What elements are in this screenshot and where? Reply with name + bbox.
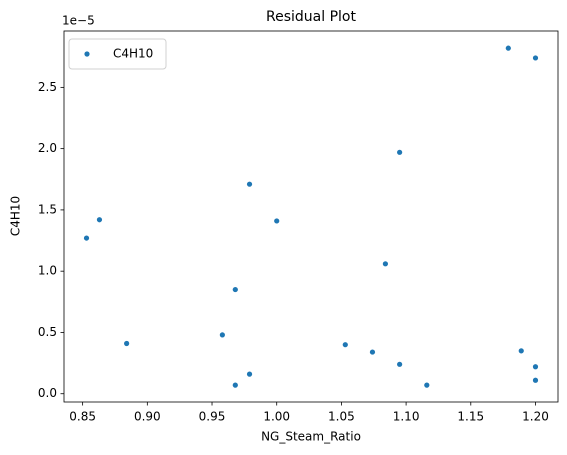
y-offset-label: 1e−5	[62, 14, 95, 28]
x-tick-label: 1.00	[263, 410, 290, 424]
x-tick-label: 1.20	[522, 410, 549, 424]
x-tick-label: 0.95	[199, 410, 226, 424]
scatter-point	[96, 217, 103, 223]
scatter-point	[369, 349, 376, 355]
scatter-point	[518, 348, 524, 354]
chart-title: Residual Plot	[266, 9, 356, 25]
x-tick-label: 1.15	[457, 410, 484, 424]
x-tick-label: 1.10	[393, 410, 420, 424]
scatter-point	[505, 45, 511, 51]
legend-marker	[84, 51, 90, 57]
scatter-point	[397, 361, 403, 367]
x-tick-label: 0.85	[69, 410, 96, 424]
legend-box	[68, 38, 167, 70]
y-axis-label: C4H10	[9, 196, 23, 236]
scatter-point	[232, 286, 238, 293]
scatter-point	[232, 382, 238, 388]
y-tick-label: 1.5	[38, 202, 57, 216]
scatter-point	[342, 342, 348, 348]
scatter-point	[532, 377, 539, 383]
scatter-point	[274, 218, 280, 224]
scatter-point	[246, 181, 253, 187]
y-tick-label: 2.5	[38, 80, 57, 94]
x-tick-label: 0.90	[134, 410, 161, 424]
x-axis-label: NG_Steam_Ratio	[261, 430, 361, 444]
scatter-point	[246, 371, 253, 377]
x-tick-label: 1.05	[328, 410, 355, 424]
scatter-point	[382, 261, 388, 267]
scatter-point	[532, 55, 539, 61]
plot-frame	[63, 30, 559, 403]
scatter-point	[219, 332, 225, 338]
scatter-point	[397, 149, 403, 155]
scatter-point	[124, 340, 130, 347]
y-tick-label: 1.0	[38, 264, 57, 278]
legend-label: C4H10	[113, 47, 153, 61]
y-tick-label: 0.0	[38, 386, 57, 400]
y-tick-label: 2.0	[38, 141, 57, 155]
y-tick-label: 0.5	[38, 325, 57, 339]
scatter-point	[83, 235, 90, 241]
scatter-point	[424, 382, 430, 388]
scatter-point	[532, 364, 539, 370]
